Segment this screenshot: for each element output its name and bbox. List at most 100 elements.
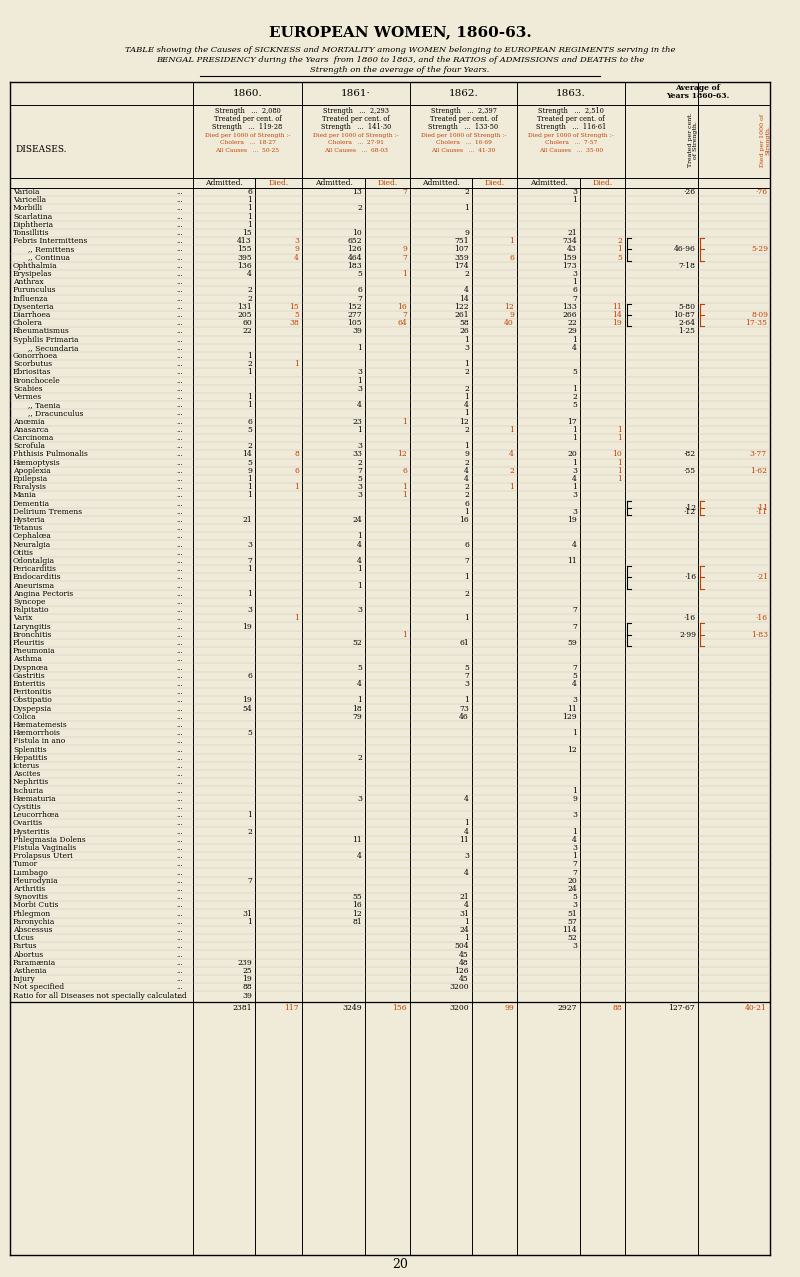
Text: 4: 4 <box>464 286 469 295</box>
Text: ...: ... <box>177 393 183 401</box>
Text: Cholera: Cholera <box>13 319 43 327</box>
Text: 52: 52 <box>352 638 362 647</box>
Text: Anasarca: Anasarca <box>13 425 49 434</box>
Text: Hæmatemesis: Hæmatemesis <box>13 722 68 729</box>
Text: 17: 17 <box>567 418 577 425</box>
Text: 2: 2 <box>464 368 469 377</box>
Text: Peritonitis: Peritonitis <box>13 688 52 696</box>
Text: ...: ... <box>177 631 183 638</box>
Text: 3: 3 <box>572 811 577 820</box>
Text: Epilepsia: Epilepsia <box>13 475 48 483</box>
Text: 4: 4 <box>572 475 577 483</box>
Text: Cholera   ...  27·91: Cholera ... 27·91 <box>328 140 384 146</box>
Text: Tonsillitis: Tonsillitis <box>13 229 50 238</box>
Text: Died.: Died. <box>268 179 289 186</box>
Text: Cholera   ...  18·27: Cholera ... 18·27 <box>219 140 275 146</box>
Text: Endocarditis: Endocarditis <box>13 573 62 581</box>
Text: 4: 4 <box>247 269 252 278</box>
Text: 21: 21 <box>242 516 252 524</box>
Text: ...: ... <box>177 836 183 844</box>
Text: ...: ... <box>177 377 183 384</box>
Text: ...: ... <box>177 254 183 262</box>
Text: ·55: ·55 <box>683 467 695 475</box>
Text: 464: 464 <box>347 254 362 262</box>
Text: 1: 1 <box>247 918 252 926</box>
Text: 5: 5 <box>572 672 577 679</box>
Text: ...: ... <box>177 557 183 564</box>
Text: 2: 2 <box>464 483 469 492</box>
Text: 4: 4 <box>357 852 362 861</box>
Text: 5: 5 <box>357 664 362 672</box>
Text: 2: 2 <box>464 492 469 499</box>
Text: 2: 2 <box>247 442 252 451</box>
Text: 2: 2 <box>509 467 514 475</box>
Text: 18: 18 <box>352 705 362 713</box>
Text: Odontalgia: Odontalgia <box>13 557 55 564</box>
Text: 5: 5 <box>572 368 577 377</box>
Text: Vermes: Vermes <box>13 393 42 401</box>
Text: 1: 1 <box>247 492 252 499</box>
Text: 1: 1 <box>294 614 299 622</box>
Text: Rheumatismus: Rheumatismus <box>13 327 70 336</box>
Text: 6: 6 <box>464 540 469 549</box>
Text: ...: ... <box>177 475 183 483</box>
Text: 5·29: 5·29 <box>751 245 768 253</box>
Text: Died.: Died. <box>378 179 398 186</box>
Text: ...: ... <box>177 746 183 753</box>
Text: 1: 1 <box>402 418 407 425</box>
Text: 1: 1 <box>402 631 407 638</box>
Text: 11: 11 <box>352 836 362 844</box>
Text: 3: 3 <box>357 607 362 614</box>
Text: 6: 6 <box>357 286 362 295</box>
Text: 73: 73 <box>459 705 469 713</box>
Text: 3: 3 <box>572 844 577 852</box>
Text: Strength   ...  119·28: Strength ... 119·28 <box>212 123 282 132</box>
Text: 3: 3 <box>357 368 362 377</box>
Text: Died per 1000 of Strength :-: Died per 1000 of Strength :- <box>314 133 398 138</box>
Text: ...: ... <box>177 492 183 499</box>
Text: ...: ... <box>177 549 183 557</box>
Text: 43: 43 <box>567 245 577 253</box>
Text: 1: 1 <box>572 336 577 344</box>
Text: ,, Continua: ,, Continua <box>28 254 70 262</box>
Text: 1·62: 1·62 <box>750 467 767 475</box>
Text: TABLE showing the Causes of SICKNESS and MORTALITY among WOMEN belonging to EURO: TABLE showing the Causes of SICKNESS and… <box>125 46 675 54</box>
Text: Scorbutus: Scorbutus <box>13 360 52 368</box>
Text: Strength   ...  2,510: Strength ... 2,510 <box>538 107 604 115</box>
Text: Strength   ...  2,080: Strength ... 2,080 <box>214 107 280 115</box>
Text: Cystitis: Cystitis <box>13 803 42 811</box>
Text: Scarlatina: Scarlatina <box>13 212 52 221</box>
Text: Died per 1000 of Strength :-: Died per 1000 of Strength :- <box>421 133 506 138</box>
Text: 7: 7 <box>572 861 577 868</box>
Text: 1: 1 <box>464 410 469 418</box>
Text: 12: 12 <box>352 909 362 918</box>
Text: All Causes   ...  35·00: All Causes ... 35·00 <box>539 148 603 153</box>
Text: 1: 1 <box>247 590 252 598</box>
Text: Splenitis: Splenitis <box>13 746 46 753</box>
Text: ...: ... <box>177 844 183 852</box>
Text: ...: ... <box>177 959 183 967</box>
Text: 3: 3 <box>572 188 577 195</box>
Text: ...: ... <box>177 312 183 319</box>
Text: 12: 12 <box>567 746 577 753</box>
Text: BENGAL PRESIDENCY during the Years  from 1860 to 1863, and the RATIOS of ADMISSI: BENGAL PRESIDENCY during the Years from … <box>156 56 644 64</box>
Text: Asthma: Asthma <box>13 655 42 663</box>
Text: 133: 133 <box>562 303 577 310</box>
Text: 5: 5 <box>357 269 362 278</box>
Text: 24: 24 <box>567 885 577 893</box>
Text: Strength   ...  116·61: Strength ... 116·61 <box>536 123 606 132</box>
Text: 239: 239 <box>238 959 252 967</box>
Text: Febris Intermittens: Febris Intermittens <box>13 238 87 245</box>
Text: 25: 25 <box>242 967 252 976</box>
Text: 266: 266 <box>562 312 577 319</box>
Text: Diarrhoea: Diarrhoea <box>13 312 51 319</box>
Text: 88: 88 <box>612 1004 622 1011</box>
Text: 10: 10 <box>352 229 362 238</box>
Text: ...: ... <box>177 729 183 737</box>
Text: ...: ... <box>177 655 183 663</box>
Text: ...: ... <box>177 942 183 950</box>
Text: 1: 1 <box>572 384 577 393</box>
Text: ...: ... <box>177 303 183 310</box>
Text: 8: 8 <box>294 451 299 458</box>
Text: ,, Remittens: ,, Remittens <box>28 245 74 253</box>
